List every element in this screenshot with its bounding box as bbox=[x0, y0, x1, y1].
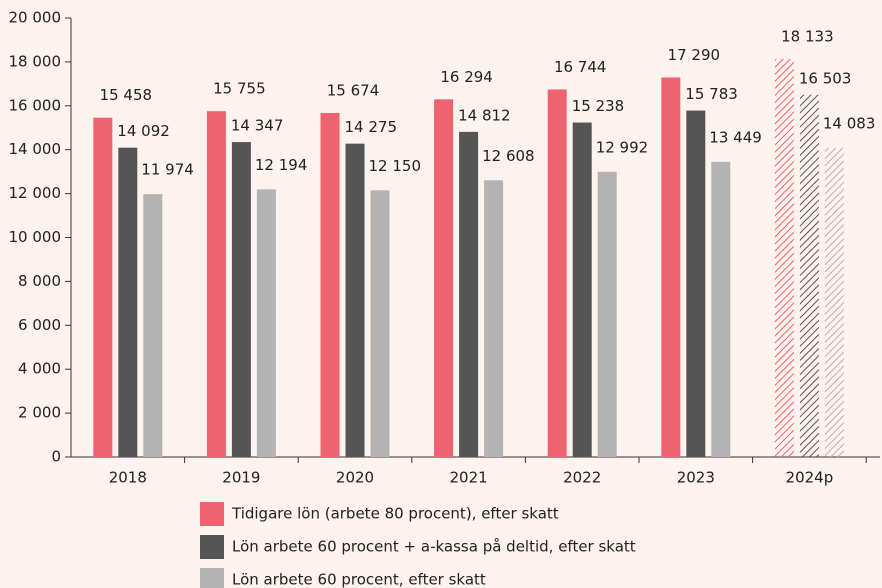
y-tick-label: 4 000 bbox=[18, 360, 61, 378]
bar bbox=[774, 58, 794, 457]
bar bbox=[459, 131, 479, 458]
x-tick-label: 2024p bbox=[786, 469, 834, 487]
x-tick-label: 2018 bbox=[109, 469, 147, 487]
data-label: 16 294 bbox=[440, 68, 493, 86]
bar bbox=[118, 147, 138, 457]
data-label: 12 150 bbox=[369, 157, 422, 175]
x-tick-label: 2023 bbox=[677, 469, 715, 487]
bar bbox=[572, 122, 592, 457]
bar bbox=[143, 194, 163, 457]
x-tick-label: 2022 bbox=[563, 469, 601, 487]
bar bbox=[597, 171, 617, 457]
data-label: 13 449 bbox=[709, 128, 762, 146]
bar bbox=[711, 161, 731, 458]
bar bbox=[345, 143, 365, 457]
legend-swatch bbox=[200, 535, 224, 559]
bar bbox=[484, 180, 504, 457]
legend-label: Lön arbete 60 procent, efter skatt bbox=[232, 571, 486, 588]
y-tick-label: 18 000 bbox=[9, 52, 62, 70]
data-label: 12 608 bbox=[482, 147, 534, 165]
x-tick-label: 2021 bbox=[450, 469, 488, 487]
bar bbox=[661, 77, 681, 457]
bar bbox=[434, 99, 454, 457]
bar bbox=[231, 142, 251, 457]
data-label: 17 290 bbox=[668, 46, 721, 64]
data-label: 15 458 bbox=[100, 86, 153, 104]
y-tick-label: 14 000 bbox=[9, 140, 62, 158]
data-label: 18 133 bbox=[781, 27, 834, 45]
y-tick-label: 0 bbox=[51, 448, 61, 466]
x-tick-label: 2020 bbox=[336, 469, 374, 487]
bar bbox=[370, 190, 390, 457]
y-tick-label: 6 000 bbox=[18, 316, 61, 334]
bar bbox=[824, 147, 844, 457]
y-tick-label: 16 000 bbox=[9, 96, 62, 114]
legend-label: Tidigare lön (arbete 80 procent), efter … bbox=[231, 505, 559, 523]
bar bbox=[93, 117, 113, 457]
legend-swatch bbox=[200, 568, 224, 588]
bar bbox=[799, 94, 819, 457]
data-label: 15 783 bbox=[685, 85, 738, 103]
legend-swatch bbox=[200, 502, 224, 526]
data-label: 14 347 bbox=[231, 117, 284, 135]
legend-label: Lön arbete 60 procent + a-kassa på delti… bbox=[232, 538, 636, 556]
y-tick-label: 2 000 bbox=[18, 404, 61, 422]
data-label: 14 812 bbox=[458, 106, 511, 124]
y-tick-label: 12 000 bbox=[9, 184, 62, 202]
data-label: 14 275 bbox=[345, 118, 398, 136]
data-label: 15 755 bbox=[213, 80, 266, 98]
y-tick-label: 8 000 bbox=[18, 272, 61, 290]
data-label: 15 674 bbox=[327, 81, 380, 99]
bar bbox=[320, 112, 340, 458]
data-label: 16 503 bbox=[799, 69, 852, 87]
bar bbox=[206, 111, 226, 458]
y-tick-label: 20 000 bbox=[9, 9, 62, 27]
data-label: 11 974 bbox=[141, 161, 194, 179]
data-label: 12 992 bbox=[596, 138, 649, 156]
bar bbox=[256, 189, 276, 457]
data-label: 15 238 bbox=[572, 97, 625, 115]
x-tick-label: 2019 bbox=[222, 469, 260, 487]
data-label: 14 083 bbox=[823, 114, 876, 132]
data-label: 16 744 bbox=[554, 58, 607, 76]
bar bbox=[686, 110, 706, 458]
data-label: 12 194 bbox=[255, 156, 308, 174]
y-tick-label: 10 000 bbox=[9, 228, 62, 246]
bar bbox=[547, 89, 567, 457]
data-label: 14 092 bbox=[117, 122, 170, 140]
